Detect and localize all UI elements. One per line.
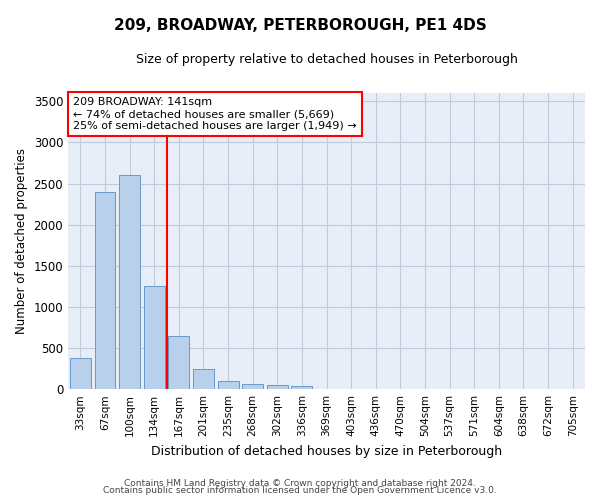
Text: 209 BROADWAY: 141sqm
← 74% of detached houses are smaller (5,669)
25% of semi-de: 209 BROADWAY: 141sqm ← 74% of detached h… — [73, 98, 357, 130]
Bar — [267, 384, 288, 389]
Bar — [242, 384, 263, 389]
Title: Size of property relative to detached houses in Peterborough: Size of property relative to detached ho… — [136, 52, 517, 66]
Bar — [169, 336, 189, 389]
Bar — [292, 386, 313, 389]
Bar — [70, 358, 91, 389]
X-axis label: Distribution of detached houses by size in Peterborough: Distribution of detached houses by size … — [151, 444, 502, 458]
Text: Contains HM Land Registry data © Crown copyright and database right 2024.: Contains HM Land Registry data © Crown c… — [124, 478, 476, 488]
Bar — [95, 192, 115, 389]
Bar — [119, 176, 140, 389]
Bar — [193, 368, 214, 389]
Text: 209, BROADWAY, PETERBOROUGH, PE1 4DS: 209, BROADWAY, PETERBOROUGH, PE1 4DS — [113, 18, 487, 32]
Bar — [218, 381, 239, 389]
Y-axis label: Number of detached properties: Number of detached properties — [15, 148, 28, 334]
Text: Contains public sector information licensed under the Open Government Licence v3: Contains public sector information licen… — [103, 486, 497, 495]
Bar — [144, 286, 164, 389]
